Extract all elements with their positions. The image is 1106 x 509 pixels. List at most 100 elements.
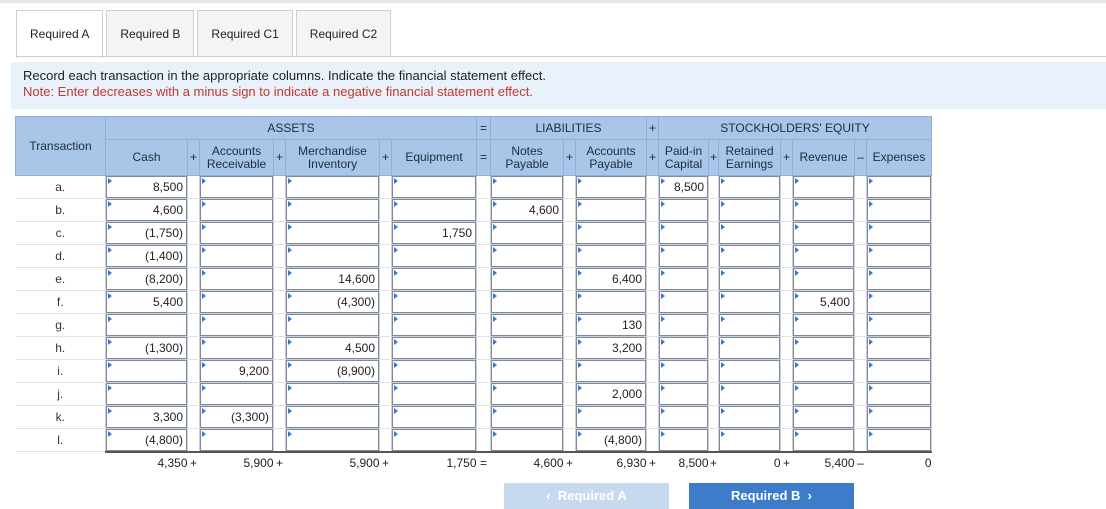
cash-input[interactable]	[106, 268, 187, 290]
ap-input[interactable]	[576, 429, 646, 451]
re-input[interactable]	[719, 268, 780, 290]
expenses-input[interactable]	[867, 383, 931, 405]
ap-input[interactable]	[576, 291, 646, 313]
re-input[interactable]	[719, 176, 780, 198]
re-input[interactable]	[719, 199, 780, 221]
re-input[interactable]	[719, 314, 780, 336]
equipment-input[interactable]	[392, 199, 476, 221]
ap-input[interactable]	[576, 360, 646, 382]
expenses-input[interactable]	[867, 337, 931, 359]
pic-input[interactable]	[659, 406, 708, 428]
equipment-input[interactable]	[392, 176, 476, 198]
ar-input[interactable]	[200, 176, 273, 198]
re-input[interactable]	[719, 245, 780, 267]
notes-input[interactable]	[491, 314, 563, 336]
notes-input[interactable]	[491, 176, 563, 198]
equipment-input[interactable]	[392, 291, 476, 313]
pic-input[interactable]	[659, 314, 708, 336]
notes-input[interactable]	[491, 291, 563, 313]
notes-input[interactable]	[491, 337, 563, 359]
inventory-input[interactable]	[286, 406, 379, 428]
equipment-input[interactable]	[392, 429, 476, 451]
ar-input[interactable]	[200, 291, 273, 313]
expenses-input[interactable]	[867, 199, 931, 221]
cash-input[interactable]	[106, 176, 187, 198]
expenses-input[interactable]	[867, 429, 931, 451]
pic-input[interactable]	[659, 383, 708, 405]
revenue-input[interactable]	[793, 383, 854, 405]
equipment-input[interactable]	[392, 222, 476, 244]
expenses-input[interactable]	[867, 245, 931, 267]
revenue-input[interactable]	[793, 337, 854, 359]
equipment-input[interactable]	[392, 383, 476, 405]
notes-input[interactable]	[491, 383, 563, 405]
pic-input[interactable]	[659, 429, 708, 451]
ar-input[interactable]	[200, 268, 273, 290]
re-input[interactable]	[719, 222, 780, 244]
inventory-input[interactable]	[286, 291, 379, 313]
re-input[interactable]	[719, 383, 780, 405]
re-input[interactable]	[719, 429, 780, 451]
cash-input[interactable]	[106, 337, 187, 359]
equipment-input[interactable]	[392, 337, 476, 359]
revenue-input[interactable]	[793, 429, 854, 451]
revenue-input[interactable]	[793, 222, 854, 244]
inventory-input[interactable]	[286, 314, 379, 336]
expenses-input[interactable]	[867, 406, 931, 428]
ap-input[interactable]	[576, 199, 646, 221]
ap-input[interactable]	[576, 383, 646, 405]
inventory-input[interactable]	[286, 268, 379, 290]
ar-input[interactable]	[200, 314, 273, 336]
cash-input[interactable]	[106, 245, 187, 267]
expenses-input[interactable]	[867, 291, 931, 313]
inventory-input[interactable]	[286, 383, 379, 405]
ap-input[interactable]	[576, 222, 646, 244]
revenue-input[interactable]	[793, 245, 854, 267]
re-input[interactable]	[719, 337, 780, 359]
inventory-input[interactable]	[286, 245, 379, 267]
cash-input[interactable]	[106, 199, 187, 221]
ar-input[interactable]	[200, 222, 273, 244]
notes-input[interactable]	[491, 268, 563, 290]
expenses-input[interactable]	[867, 360, 931, 382]
ar-input[interactable]	[200, 429, 273, 451]
notes-input[interactable]	[491, 245, 563, 267]
inventory-input[interactable]	[286, 429, 379, 451]
ap-input[interactable]	[576, 176, 646, 198]
pic-input[interactable]	[659, 360, 708, 382]
ar-input[interactable]	[200, 337, 273, 359]
notes-input[interactable]	[491, 360, 563, 382]
next-required-button[interactable]: Required B ›	[689, 483, 854, 509]
revenue-input[interactable]	[793, 406, 854, 428]
ap-input[interactable]	[576, 406, 646, 428]
revenue-input[interactable]	[793, 291, 854, 313]
re-input[interactable]	[719, 406, 780, 428]
tab-required-b[interactable]: Required B	[106, 10, 195, 57]
ar-input[interactable]	[200, 199, 273, 221]
pic-input[interactable]	[659, 337, 708, 359]
pic-input[interactable]	[659, 291, 708, 313]
ap-input[interactable]	[576, 268, 646, 290]
cash-input[interactable]	[106, 429, 187, 451]
inventory-input[interactable]	[286, 199, 379, 221]
pic-input[interactable]	[659, 222, 708, 244]
pic-input[interactable]	[659, 199, 708, 221]
ar-input[interactable]	[200, 406, 273, 428]
revenue-input[interactable]	[793, 176, 854, 198]
cash-input[interactable]	[106, 291, 187, 313]
revenue-input[interactable]	[793, 199, 854, 221]
ap-input[interactable]	[576, 337, 646, 359]
ar-input[interactable]	[200, 360, 273, 382]
inventory-input[interactable]	[286, 360, 379, 382]
equipment-input[interactable]	[392, 245, 476, 267]
notes-input[interactable]	[491, 199, 563, 221]
re-input[interactable]	[719, 291, 780, 313]
re-input[interactable]	[719, 360, 780, 382]
tab-required-c2[interactable]: Required C2	[295, 10, 392, 57]
equipment-input[interactable]	[392, 268, 476, 290]
notes-input[interactable]	[491, 406, 563, 428]
equipment-input[interactable]	[392, 406, 476, 428]
cash-input[interactable]	[106, 360, 187, 382]
tab-required-c1[interactable]: Required C1	[197, 10, 293, 57]
equipment-input[interactable]	[392, 360, 476, 382]
